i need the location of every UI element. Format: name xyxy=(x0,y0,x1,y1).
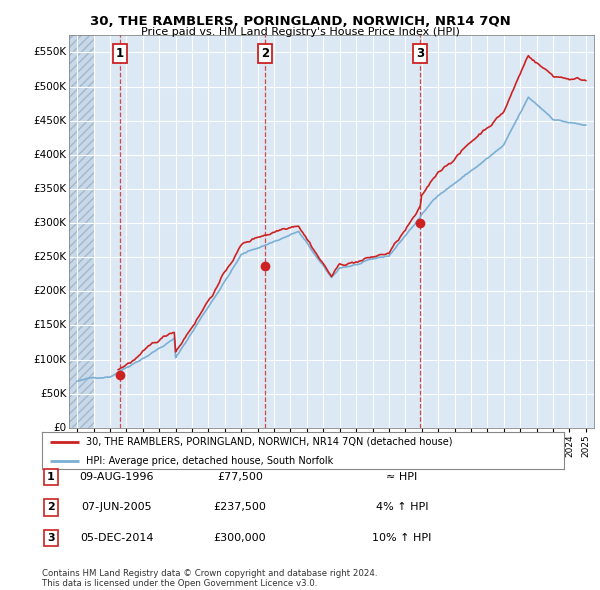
Text: £250K: £250K xyxy=(33,252,67,262)
Text: £50K: £50K xyxy=(40,389,67,399)
Text: £450K: £450K xyxy=(33,116,67,126)
Text: £150K: £150K xyxy=(33,320,67,330)
Text: HPI: Average price, detached house, South Norfolk: HPI: Average price, detached house, Sout… xyxy=(86,456,334,466)
Text: £300,000: £300,000 xyxy=(214,533,266,543)
Bar xyxy=(69,35,94,428)
Text: ≈ HPI: ≈ HPI xyxy=(386,472,418,481)
Text: 2: 2 xyxy=(47,503,55,512)
Text: 4% ↑ HPI: 4% ↑ HPI xyxy=(376,503,428,512)
Text: £0: £0 xyxy=(53,423,67,432)
Text: 30, THE RAMBLERS, PORINGLAND, NORWICH, NR14 7QN (detached house): 30, THE RAMBLERS, PORINGLAND, NORWICH, N… xyxy=(86,437,453,447)
Text: 07-JUN-2005: 07-JUN-2005 xyxy=(82,503,152,512)
Text: £237,500: £237,500 xyxy=(214,503,266,512)
Text: £200K: £200K xyxy=(34,286,67,296)
Text: £400K: £400K xyxy=(34,150,67,160)
Text: £500K: £500K xyxy=(34,81,67,91)
Text: 09-AUG-1996: 09-AUG-1996 xyxy=(80,472,154,481)
Text: Contains HM Land Registry data © Crown copyright and database right 2024.
This d: Contains HM Land Registry data © Crown c… xyxy=(42,569,377,588)
Text: Price paid vs. HM Land Registry's House Price Index (HPI): Price paid vs. HM Land Registry's House … xyxy=(140,27,460,37)
Text: 10% ↑ HPI: 10% ↑ HPI xyxy=(373,533,431,543)
Text: 1: 1 xyxy=(47,472,55,481)
Text: £100K: £100K xyxy=(34,355,67,365)
Text: 3: 3 xyxy=(416,47,424,60)
Text: £350K: £350K xyxy=(33,184,67,194)
Text: £550K: £550K xyxy=(33,47,67,57)
Text: 2: 2 xyxy=(261,47,269,60)
Text: 1: 1 xyxy=(116,47,124,60)
Text: 05-DEC-2014: 05-DEC-2014 xyxy=(80,533,154,543)
Text: 3: 3 xyxy=(47,533,55,543)
Text: £77,500: £77,500 xyxy=(217,472,263,481)
Text: 30, THE RAMBLERS, PORINGLAND, NORWICH, NR14 7QN: 30, THE RAMBLERS, PORINGLAND, NORWICH, N… xyxy=(89,15,511,28)
Text: £300K: £300K xyxy=(34,218,67,228)
